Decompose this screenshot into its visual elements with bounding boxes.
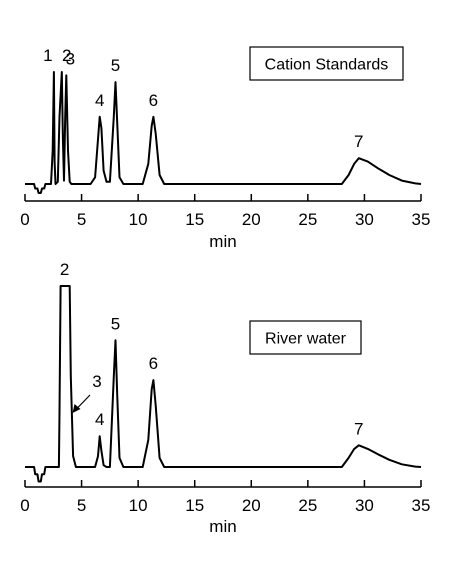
x-axis-label: min [209, 517, 236, 536]
chromatogram-trace [25, 285, 422, 483]
x-tick-label: 25 [298, 496, 317, 515]
x-tick-label: 30 [355, 210, 374, 229]
peak-label-4: 4 [95, 91, 104, 110]
legend-box: Cation Standards [249, 46, 404, 81]
x-tick-label: 15 [185, 210, 204, 229]
x-axis-ticks: 0 5 10 15 20 25 30 35 [20, 480, 430, 515]
chromatogram-trace [25, 71, 422, 194]
x-axis-ticks: 0 5 10 15 20 25 30 35 [20, 194, 430, 229]
x-tick-label: 20 [242, 496, 261, 515]
peak-label-5: 5 [111, 314, 120, 333]
x-tick-label: 20 [242, 210, 261, 229]
x-tick-label: 0 [20, 210, 29, 229]
chromatogram-panel-river-water: 0 5 10 15 20 25 30 35 min 2 4 5 6 7 River water 3 [20, 260, 430, 536]
x-tick-label: 10 [129, 496, 148, 515]
x-tick-label: 25 [298, 210, 317, 229]
x-tick-label: 5 [77, 210, 86, 229]
x-tick-label: 5 [77, 496, 86, 515]
peak-labels: 1 23 45 6 7 [43, 46, 363, 151]
legend-label: Cation Standards [265, 57, 389, 74]
peak-label-3: 3 [66, 49, 75, 68]
legend-label: River water [265, 331, 347, 348]
x-tick-label: 35 [412, 210, 431, 229]
peak-label-1: 1 [43, 46, 52, 65]
legend-box: River water [249, 320, 362, 355]
peak-label-2: 2 [62, 46, 71, 65]
x-tick-label: 35 [412, 496, 431, 515]
x-tick-label: 10 [129, 210, 148, 229]
peak-labels: 2 4 5 6 7 [60, 260, 364, 438]
peak-label-6: 6 [149, 91, 158, 110]
peak-label-7: 7 [354, 132, 363, 151]
annotation-label: 3 [92, 372, 101, 391]
peak-label-7: 7 [354, 419, 363, 438]
x-tick-label: 0 [20, 496, 29, 515]
peak-label-6: 6 [149, 354, 158, 373]
x-axis-label: min [209, 232, 236, 251]
x-tick-label: 15 [185, 496, 204, 515]
x-tick-label: 30 [355, 496, 374, 515]
peak-label-4: 4 [95, 410, 104, 429]
peak-label-2: 2 [60, 260, 69, 279]
peak-label-5: 5 [111, 56, 120, 75]
peak-annotation-arrow: 3 [72, 372, 102, 413]
